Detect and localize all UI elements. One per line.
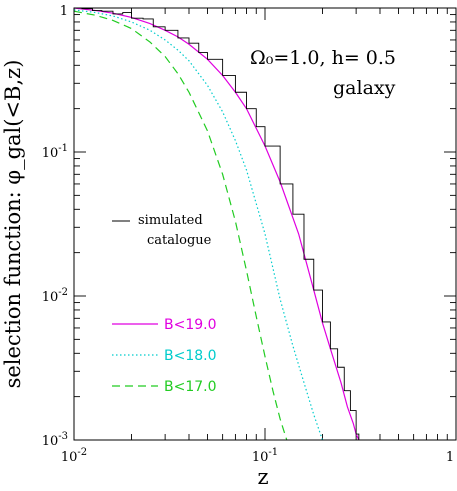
type-annotation: galaxy xyxy=(333,77,396,99)
x-tick-labels: 10-2 10-1 1 xyxy=(61,447,454,465)
series-line-b-17-0 xyxy=(73,10,288,441)
legend: simulated catalogue B<19.0 B<18.0 B<17.0 xyxy=(112,213,217,395)
legend-label-b-17-0: B<17.0 xyxy=(164,379,217,395)
series-line-simulated-catalogue xyxy=(74,7,360,440)
series-line-b-19-0 xyxy=(73,7,360,441)
data-series xyxy=(73,7,360,441)
axis-ticks xyxy=(73,8,456,441)
legend-label-b-19-0: B<19.0 xyxy=(164,317,217,333)
x-tick-label: 10-1 xyxy=(252,447,278,465)
plot-frame xyxy=(73,7,457,441)
y-tick-label: 10-3 xyxy=(42,431,68,449)
y-tick-label: 1 xyxy=(60,4,68,19)
y-tick-label: 10-2 xyxy=(42,287,68,305)
legend-simulated-label-line2: catalogue xyxy=(147,233,212,248)
x-axis-label: z xyxy=(257,465,268,489)
legend-label-b-18-0: B<18.0 xyxy=(164,348,217,364)
y-axis-label: selection function: φ_gal(<B,z) xyxy=(1,60,25,389)
params-annotation: Ω₀=1.0, h= 0.5 xyxy=(250,47,396,69)
series-line-b-18-0 xyxy=(73,9,324,441)
y-tick-label: 10-1 xyxy=(42,143,68,161)
y-tick-labels: 10-3 10-2 10-1 1 xyxy=(42,4,68,449)
x-tick-label: 1 xyxy=(446,450,454,465)
legend-entries: B<19.0 B<18.0 B<17.0 xyxy=(112,317,217,395)
legend-simulated-label: simulated xyxy=(138,213,203,228)
x-tick-label: 10-2 xyxy=(61,447,87,465)
